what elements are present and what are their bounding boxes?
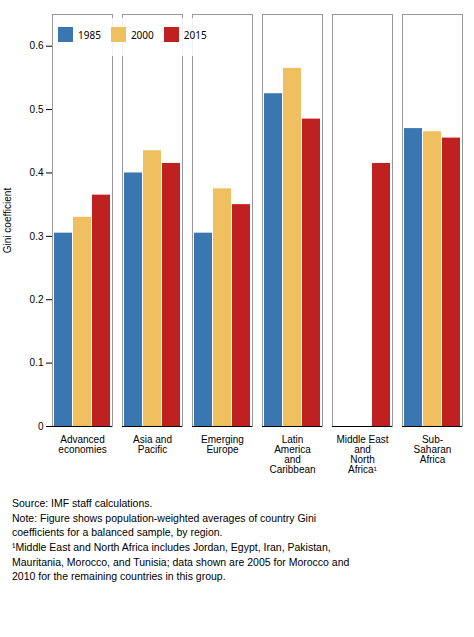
svg-text:Sub-SaharanAfrica: Sub-SaharanAfrica: [414, 434, 452, 465]
svg-text:EmergingEurope: EmergingEurope: [201, 434, 244, 455]
svg-text:Middle EastandNorthAfrica¹: Middle EastandNorthAfrica¹: [336, 434, 388, 475]
svg-text:0.5: 0.5: [30, 104, 44, 115]
svg-text:0.6: 0.6: [30, 40, 44, 51]
svg-text:0.4: 0.4: [30, 167, 44, 178]
svg-text:0: 0: [38, 421, 44, 432]
html-text:1985: 1985: [78, 27, 101, 42]
svg-text:Asia andPacific: Asia andPacific: [133, 434, 172, 455]
svg-text:0.3: 0.3: [30, 231, 44, 242]
svg-text:0.1: 0.1: [30, 357, 44, 368]
svg-text:0.2: 0.2: [30, 294, 44, 305]
html-text:2015: 2015: [183, 27, 207, 42]
svg-text:Advancedeconomies: Advancedeconomies: [58, 434, 106, 455]
html-text:2000: 2000: [130, 27, 154, 42]
svg-text:Gini coefficient: Gini coefficient: [2, 188, 13, 254]
html-text:Source: IMF staff calculations: Source: IMF staff calculations. Note: Fi…: [12, 497, 350, 583]
svg-text:LatinAmericaandCaribbean: LatinAmericaandCaribbean: [269, 434, 315, 475]
